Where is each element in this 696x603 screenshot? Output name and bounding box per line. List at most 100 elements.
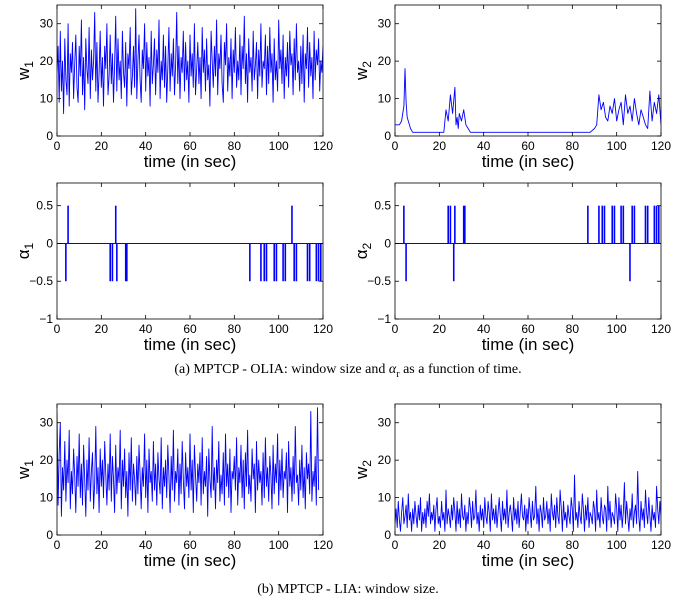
y-tick-label: 0 <box>46 129 53 143</box>
x-tick-label: 80 <box>566 322 580 336</box>
x-tick-label: 0 <box>54 322 61 336</box>
x-axis-label: time (in sec) <box>482 335 575 354</box>
x-tick-label: 20 <box>433 322 447 336</box>
chart-a-alpha2: 0 20 40 60 80 100 120 −1 −0.5 0 0.5 time (in sec) α2 <box>352 182 671 354</box>
y-tick-label: 0 <box>46 236 53 250</box>
x-tick-label: 100 <box>269 538 289 552</box>
x-tick-label: 40 <box>139 139 153 153</box>
y-tick-label: 10 <box>378 491 392 505</box>
y-tick-label: −1 <box>39 312 53 326</box>
y-axis-label: α2 <box>352 242 374 259</box>
x-tick-label: 60 <box>183 322 197 336</box>
axes-box <box>394 182 662 320</box>
y-tick-label: 20 <box>40 54 54 68</box>
caption-a: (a) MPTCP - OLIA: window size and αr as … <box>0 362 696 380</box>
x-tick-label: 120 <box>651 322 671 336</box>
x-tick-label: 0 <box>54 139 61 153</box>
x-tick-label: 100 <box>269 139 289 153</box>
x-tick-label: 60 <box>521 538 535 552</box>
x-tick-label: 60 <box>521 322 535 336</box>
series-line <box>395 68 661 133</box>
x-tick-label: 20 <box>95 538 109 552</box>
y-axis-label: w2 <box>352 460 374 480</box>
y-tick-label: −0.5 <box>29 274 53 288</box>
series-line <box>57 8 323 114</box>
y-tick-label: 30 <box>40 17 54 31</box>
x-axis-label: time (in sec) <box>144 335 237 354</box>
x-tick-label: 40 <box>477 139 491 153</box>
y-tick-label: 0 <box>384 528 391 542</box>
x-tick-label: 20 <box>95 139 109 153</box>
x-tick-label: 40 <box>477 322 491 336</box>
y-axis-label: w1 <box>14 61 36 81</box>
chart-a-w1: 0 20 40 60 80 100 120 0 10 20 30 time (in sec) w1 <box>14 4 333 171</box>
x-tick-label: 80 <box>566 139 580 153</box>
x-tick-label: 80 <box>228 538 242 552</box>
plot-area <box>395 205 661 282</box>
x-tick-label: 40 <box>139 538 153 552</box>
y-tick-label: 0 <box>384 236 391 250</box>
x-tick-label: 20 <box>433 139 447 153</box>
y-tick-label: 10 <box>378 92 392 106</box>
x-tick-label: 100 <box>269 322 289 336</box>
x-tick-label: 20 <box>95 322 109 336</box>
y-tick-label: 10 <box>40 92 54 106</box>
y-tick-label: 30 <box>378 17 392 31</box>
series-line <box>395 470 661 532</box>
y-tick-label: 10 <box>40 491 54 505</box>
x-tick-label: 0 <box>392 139 399 153</box>
y-axis-label: w2 <box>352 61 374 81</box>
plot-area <box>57 8 323 114</box>
series-line <box>57 407 320 517</box>
y-tick-label: 0.5 <box>36 199 53 213</box>
y-axis-label: α1 <box>14 242 36 259</box>
y-tick-label: 0 <box>384 129 391 143</box>
x-tick-label: 60 <box>183 139 197 153</box>
x-tick-label: 0 <box>54 538 61 552</box>
caption-a-subscript: r <box>396 368 400 380</box>
x-tick-label: 40 <box>477 538 491 552</box>
x-tick-label: 100 <box>607 538 627 552</box>
caption-b: (b) MPTCP - LIA: window size. <box>257 582 439 597</box>
chart-a-alpha1: 0 20 40 60 80 100 120 −1 −0.5 0 0.5 time (in sec) α1 <box>14 182 333 354</box>
x-tick-label: 0 <box>392 538 399 552</box>
y-tick-label: 30 <box>378 416 392 430</box>
caption-a-symbol: α <box>388 362 397 377</box>
x-tick-label: 120 <box>651 139 671 153</box>
chart-b-w1: 0 20 40 60 80 100 120 0 10 20 30 time (in sec) w1 <box>14 403 333 570</box>
x-tick-label: 60 <box>521 139 535 153</box>
y-tick-label: 0.5 <box>374 199 391 213</box>
x-axis-label: time (in sec) <box>144 551 237 570</box>
plot-area <box>57 407 320 517</box>
plot-area <box>395 68 661 133</box>
plot-area <box>57 205 323 282</box>
x-axis-label: time (in sec) <box>482 152 575 171</box>
x-tick-label: 100 <box>607 139 627 153</box>
y-tick-label: −0.5 <box>367 274 391 288</box>
y-tick-label: 20 <box>40 453 54 467</box>
x-tick-label: 100 <box>607 322 627 336</box>
x-tick-label: 20 <box>433 538 447 552</box>
x-axis-label: time (in sec) <box>482 551 575 570</box>
x-tick-label: 120 <box>313 322 333 336</box>
x-tick-label: 80 <box>566 538 580 552</box>
y-tick-label: 30 <box>40 416 54 430</box>
x-tick-label: 0 <box>392 322 399 336</box>
x-tick-label: 120 <box>651 538 671 552</box>
x-tick-label: 40 <box>139 322 153 336</box>
chart-b-w2: 0 20 40 60 80 100 120 0 10 20 30 time (in sec) w2 <box>352 403 671 570</box>
x-tick-label: 120 <box>313 538 333 552</box>
caption-a-prefix: (a) MPTCP - OLIA: window size and <box>174 362 386 377</box>
y-tick-label: 20 <box>378 54 392 68</box>
y-tick-label: 20 <box>378 453 392 467</box>
x-tick-label: 80 <box>228 322 242 336</box>
y-tick-label: −1 <box>377 312 391 326</box>
x-tick-label: 60 <box>183 538 197 552</box>
axes-box <box>56 4 324 137</box>
caption-a-suffix: as a function of time. <box>403 362 522 377</box>
x-tick-label: 120 <box>313 139 333 153</box>
axes-box <box>394 4 662 137</box>
x-axis-label: time (in sec) <box>144 152 237 171</box>
y-axis-label: w1 <box>14 460 36 480</box>
